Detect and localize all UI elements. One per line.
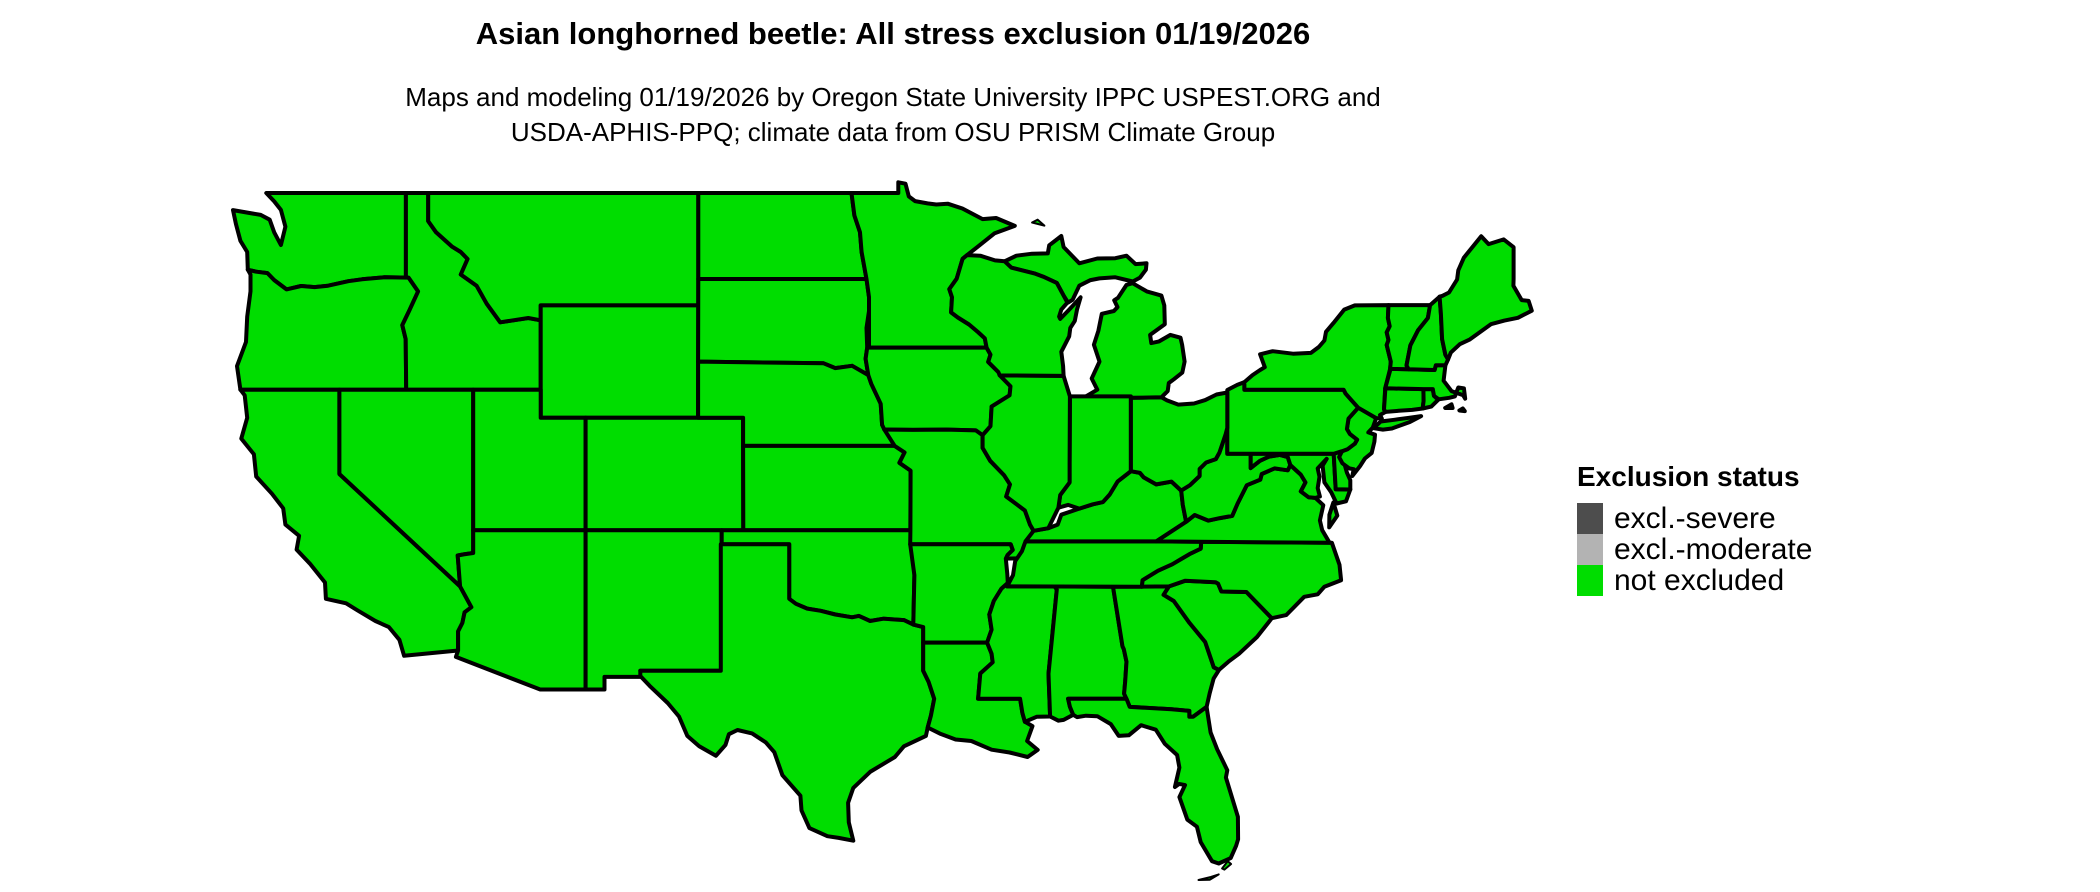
state-ma xyxy=(1443,402,1455,410)
attribution-line-1: Maps and modeling 01/19/2026 by Oregon S… xyxy=(405,82,1381,112)
state-ct xyxy=(1382,386,1426,414)
state-ks xyxy=(741,443,913,533)
excl-moderate-swatch xyxy=(1577,534,1603,565)
state-or xyxy=(235,267,421,392)
states-layer xyxy=(231,180,1534,881)
not-excluded-swatch xyxy=(1577,565,1603,596)
state-fl xyxy=(1066,696,1241,866)
state-florida-keys-upper xyxy=(1221,860,1233,871)
state-nm xyxy=(583,528,724,692)
state-nd xyxy=(696,191,869,281)
not-excluded-label: not excluded xyxy=(1614,564,1785,597)
attribution-line-2: USDA-APHIS-PPQ; climate data from OSU PR… xyxy=(510,117,1276,147)
state-ny xyxy=(1371,414,1424,432)
legend-title: Exclusion status xyxy=(1577,461,1800,492)
state-florida-keys-lower xyxy=(1197,873,1220,881)
excl-severe-swatch xyxy=(1577,503,1603,534)
excl-severe-label: excl.-severe xyxy=(1614,502,1776,535)
state-oh xyxy=(1128,390,1230,493)
state-isle-royale xyxy=(1031,218,1046,227)
map-attribution: Maps and modeling 01/19/2026 by Oregon S… xyxy=(0,80,1786,150)
state-az xyxy=(453,528,588,692)
excl-moderate-label: excl.-moderate xyxy=(1614,533,1813,566)
legend-item-excl-severe: excl.-severe xyxy=(1577,503,1812,534)
page-title: Asian longhorned beetle: All stress excl… xyxy=(475,16,1311,51)
state-mi xyxy=(1084,281,1187,400)
state-me xyxy=(1437,234,1534,362)
state-il xyxy=(980,373,1072,533)
legend: Exclusion status excl.-severe excl.-mode… xyxy=(1577,461,1812,596)
legend-item-not-excluded: not excluded xyxy=(1577,565,1812,596)
state-wy xyxy=(538,303,701,420)
state-ma xyxy=(1457,406,1467,414)
legend-item-excl-moderate: excl.-moderate xyxy=(1577,534,1812,565)
state-tx xyxy=(638,542,937,843)
state-pa xyxy=(1225,380,1361,456)
state-wi xyxy=(947,253,1083,378)
state-va xyxy=(1327,500,1340,530)
state-co xyxy=(583,415,746,533)
